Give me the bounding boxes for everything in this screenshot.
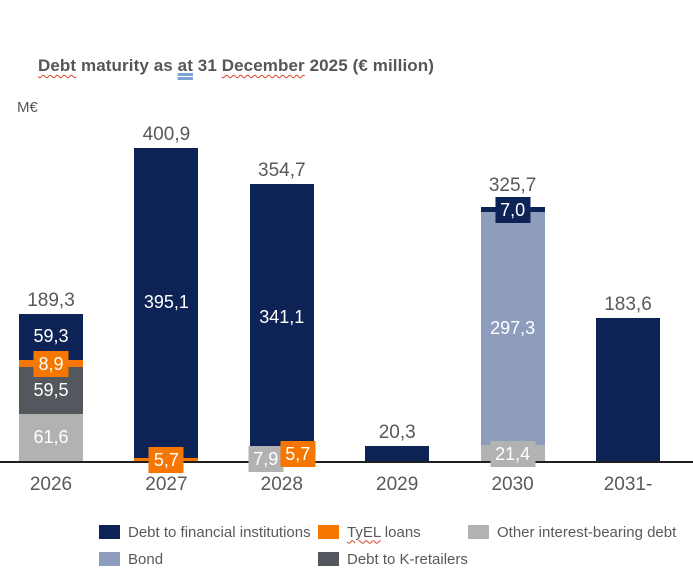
segment-value-callout: 5,7 — [280, 440, 316, 467]
bar-segment: 61,6 — [19, 413, 83, 462]
legend-item: Debt to K-retailers — [318, 550, 468, 568]
bar-segment — [596, 318, 660, 462]
x-axis-label: 2029 — [376, 474, 419, 495]
legend-label: Debt to financial institutions — [128, 523, 311, 541]
text-token: maturity as — [76, 56, 178, 75]
proofing-marked-text: at — [177, 56, 193, 75]
text-token: 2025 (€ million) — [304, 56, 434, 75]
segment-value-label: 395,1 — [143, 292, 189, 313]
legend-label: Debt to K-retailers — [347, 550, 468, 568]
legend-row: Bond Debt to K-retailers — [0, 551, 693, 569]
text-token: 31 — [192, 56, 222, 75]
segment-value-callout: 7,9 — [248, 445, 284, 472]
legend-label: Other interest-bearing debt — [497, 523, 677, 541]
proofing-marked-text: December — [221, 56, 305, 75]
legend-item: Bond — [99, 550, 164, 568]
legend-swatch — [468, 525, 489, 539]
legend-row: Debt to financial institutions TyEL loans… — [0, 524, 693, 542]
segment-value-label: 59,3 — [33, 326, 69, 347]
bar-segment: 395,1 — [134, 148, 199, 458]
segment-value-callout: 5,7 — [148, 446, 184, 473]
bar-segment: 297,3 — [480, 212, 545, 446]
legend-label: Bond — [128, 550, 164, 568]
bar-total-label: 20,3 — [378, 422, 416, 444]
legend-label: TyEL loans — [347, 524, 421, 541]
legend-swatch — [318, 552, 339, 566]
bar-segment: 59,3 — [19, 313, 83, 361]
segment-value-label: 61,6 — [33, 427, 69, 448]
text-token: loans — [380, 523, 421, 541]
chart-title: Debt maturity as at 31 December 2025 (€ … — [38, 56, 434, 76]
segment-value-label: 341,1 — [259, 307, 305, 328]
proofing-marked-text: TyEL — [347, 523, 381, 541]
legend-item: Debt to financial institutions — [99, 523, 311, 541]
segment-value-label: 59,5 — [33, 379, 69, 400]
segment-value-callout: 8,9 — [33, 350, 69, 377]
x-axis-line — [0, 461, 693, 463]
y-axis-unit-label: M€ — [17, 99, 38, 116]
x-axis-label: 2031- — [603, 474, 653, 495]
bar-segment: 341,1 — [249, 184, 314, 452]
bar-total-label: 354,7 — [258, 160, 306, 182]
bar-total-label: 400,9 — [142, 124, 191, 146]
legend-item: Other interest-bearing debt — [468, 523, 677, 541]
legend-swatch — [318, 525, 339, 539]
bar-total-label: 189,3 — [27, 289, 75, 311]
proofing-marked-text: Debt — [38, 56, 77, 75]
x-axis-label: 2030 — [491, 474, 534, 495]
x-axis-label: 2027 — [145, 474, 188, 495]
x-axis-label: 2026 — [29, 474, 73, 495]
bar-segment — [365, 446, 430, 462]
bar-total-label: 325,7 — [488, 174, 537, 196]
segment-value-callout: 7,0 — [495, 196, 531, 223]
legend-swatch — [99, 552, 120, 566]
x-axis-label: 2028 — [260, 474, 303, 495]
bar-total-label: 183,6 — [604, 294, 652, 316]
segment-value-label: 297,3 — [490, 318, 536, 339]
segment-value-callout: 21,4 — [490, 440, 536, 467]
legend-swatch — [99, 525, 120, 539]
legend-item: TyEL loans — [318, 524, 421, 541]
